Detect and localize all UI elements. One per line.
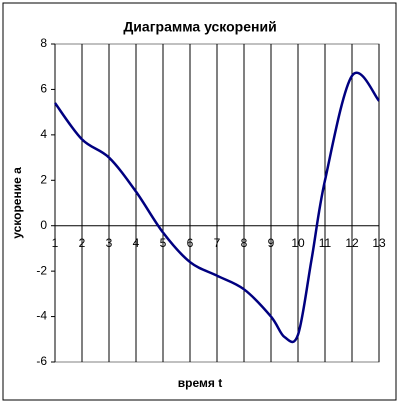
y-tick-label: -4 xyxy=(36,309,47,323)
x-tick-label: 3 xyxy=(106,236,113,250)
y-tick-label: 0 xyxy=(40,218,47,232)
x-tick-label: 8 xyxy=(241,236,248,250)
x-axis-label: время t xyxy=(178,376,222,390)
chart-border xyxy=(2,2,397,401)
x-tick-label: 4 xyxy=(133,236,140,250)
y-tick-label: 2 xyxy=(40,172,47,186)
y-tick-label: 6 xyxy=(40,82,47,96)
y-tick-label: -6 xyxy=(36,354,47,368)
chart-title: Диаграмма ускорений xyxy=(123,19,276,35)
x-tick-label: 7 xyxy=(214,236,221,250)
data-line xyxy=(53,71,380,344)
x-tick-label: 13 xyxy=(372,236,386,250)
x-tick-label: 9 xyxy=(268,236,275,250)
x-tick-label: 2 xyxy=(79,236,86,250)
x-tick-label: 5 xyxy=(160,236,167,250)
y-tick-label: 4 xyxy=(40,127,47,141)
x-tick-label: 11 xyxy=(319,236,332,250)
y-tick-label: -2 xyxy=(36,263,47,277)
y-axis-label: ускорение а xyxy=(10,167,24,239)
y-tick-label: 8 xyxy=(40,36,47,50)
x-tick-label: 10 xyxy=(291,236,305,250)
x-tick-label: 6 xyxy=(187,236,194,250)
x-tick-label: 12 xyxy=(345,236,359,250)
